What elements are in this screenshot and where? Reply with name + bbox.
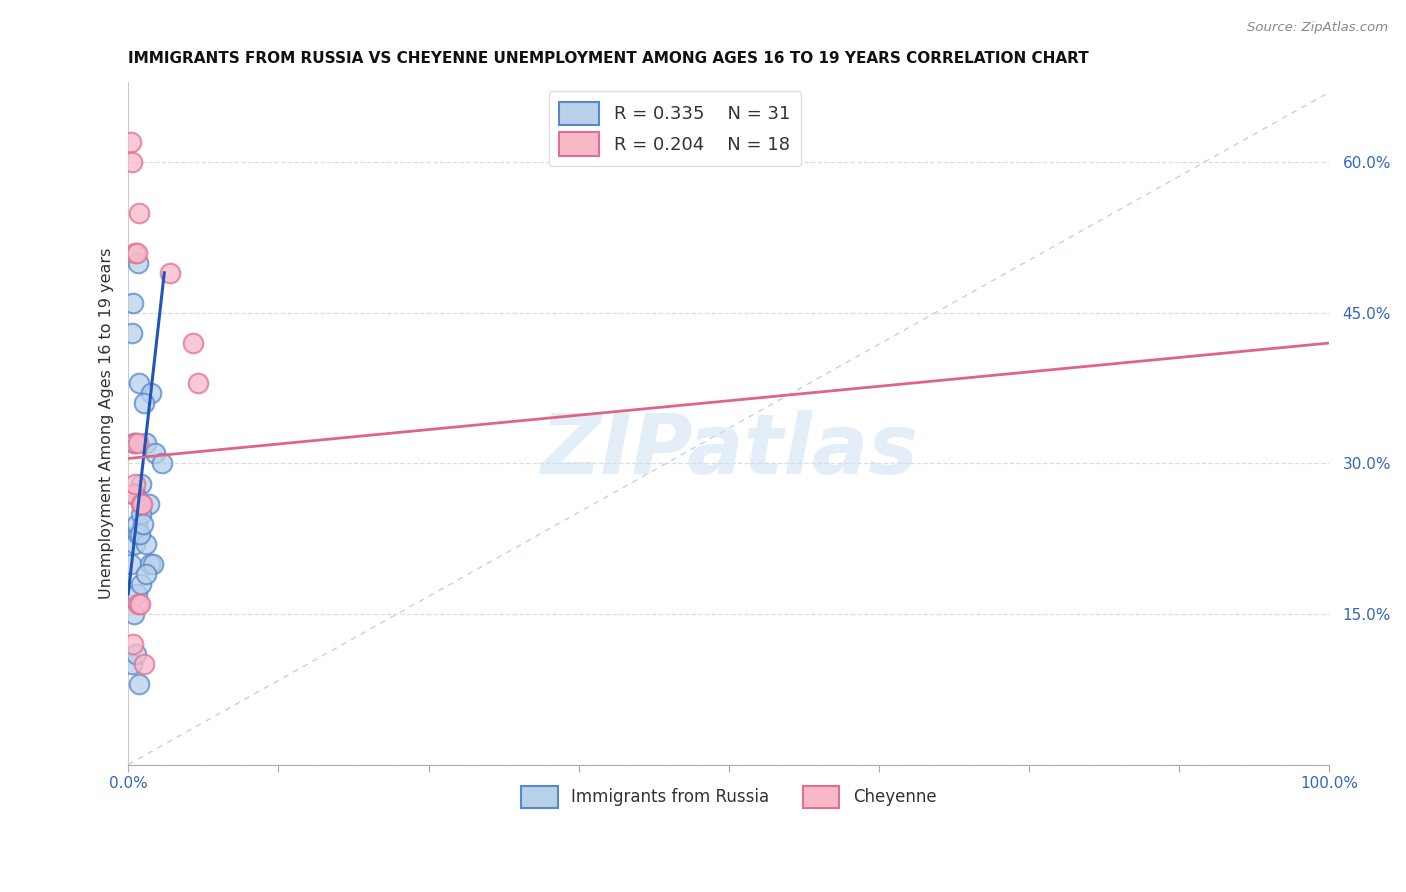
Text: IMMIGRANTS FROM RUSSIA VS CHEYENNE UNEMPLOYMENT AMONG AGES 16 TO 19 YEARS CORREL: IMMIGRANTS FROM RUSSIA VS CHEYENNE UNEMP… <box>128 51 1090 66</box>
Point <box>128 376 150 391</box>
Point <box>139 386 162 401</box>
Point <box>135 566 157 581</box>
Point <box>134 657 156 672</box>
Point <box>131 497 153 511</box>
Y-axis label: Unemployment Among Ages 16 to 19 years: Unemployment Among Ages 16 to 19 years <box>100 248 114 599</box>
Point <box>187 376 209 391</box>
Point <box>120 557 142 571</box>
Point <box>122 436 145 450</box>
Point <box>124 537 146 551</box>
Point <box>127 256 149 270</box>
Text: ZIPatlas: ZIPatlas <box>540 410 918 491</box>
Point <box>127 597 149 611</box>
Legend: Immigrants from Russia, Cheyenne: Immigrants from Russia, Cheyenne <box>515 780 943 814</box>
Text: Source: ZipAtlas.com: Source: ZipAtlas.com <box>1247 21 1388 34</box>
Point <box>122 607 145 621</box>
Point <box>121 657 143 672</box>
Point <box>128 205 150 219</box>
Point <box>159 266 181 280</box>
Point <box>129 507 152 521</box>
Point <box>125 245 148 260</box>
Point <box>135 436 157 450</box>
Point <box>120 136 142 150</box>
Point <box>122 486 145 500</box>
Point <box>150 457 173 471</box>
Point <box>127 436 149 450</box>
Point <box>131 476 153 491</box>
Point <box>132 516 155 531</box>
Point <box>121 486 143 500</box>
Point <box>129 526 152 541</box>
Point <box>125 587 148 601</box>
Point <box>127 526 149 541</box>
Point <box>131 577 153 591</box>
Point <box>135 537 157 551</box>
Point <box>121 326 143 340</box>
Point <box>181 336 204 351</box>
Point <box>143 446 166 460</box>
Point <box>124 436 146 450</box>
Point <box>124 486 146 500</box>
Point <box>129 597 152 611</box>
Point <box>125 647 148 661</box>
Point <box>121 155 143 169</box>
Point <box>132 396 155 410</box>
Point <box>124 476 146 491</box>
Point <box>142 557 165 571</box>
Point <box>139 557 162 571</box>
Point <box>122 296 145 310</box>
Point <box>124 245 146 260</box>
Point <box>127 516 149 531</box>
Point <box>131 497 153 511</box>
Point <box>138 497 160 511</box>
Point <box>128 677 150 691</box>
Point <box>122 637 145 651</box>
